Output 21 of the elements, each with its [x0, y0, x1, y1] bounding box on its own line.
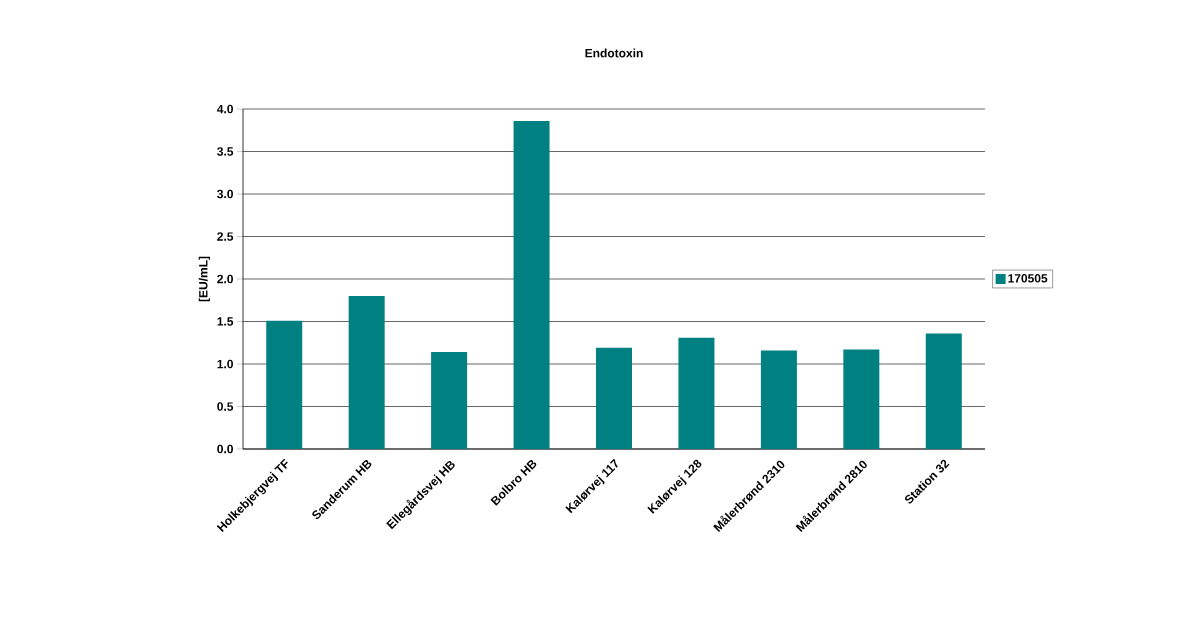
bar: [678, 337, 715, 449]
chart-title: Endotoxin: [585, 48, 643, 58]
bar: [513, 120, 550, 449]
y-tick-label: 3.5: [217, 147, 234, 156]
bar: [925, 333, 962, 449]
bar: [431, 352, 468, 449]
y-tick-label: 0.5: [217, 402, 234, 411]
y-tick-label: 0.0: [217, 444, 233, 454]
bar: [760, 350, 797, 449]
bar: [843, 349, 880, 449]
bar: [266, 320, 303, 449]
legend-label: 170505: [1008, 274, 1048, 283]
y-tick-label: 2.0: [217, 274, 233, 284]
y-axis-title: [EU/mL]: [198, 256, 210, 302]
bar: [348, 296, 385, 449]
y-tick-label: 4.0: [216, 104, 233, 114]
y-tick-label: 1.5: [217, 317, 234, 326]
y-tick-label: 1.0: [217, 359, 233, 369]
bar: [596, 347, 632, 449]
y-tick-label: 2.5: [217, 232, 234, 241]
y-tick-label: 3.0: [217, 189, 233, 199]
